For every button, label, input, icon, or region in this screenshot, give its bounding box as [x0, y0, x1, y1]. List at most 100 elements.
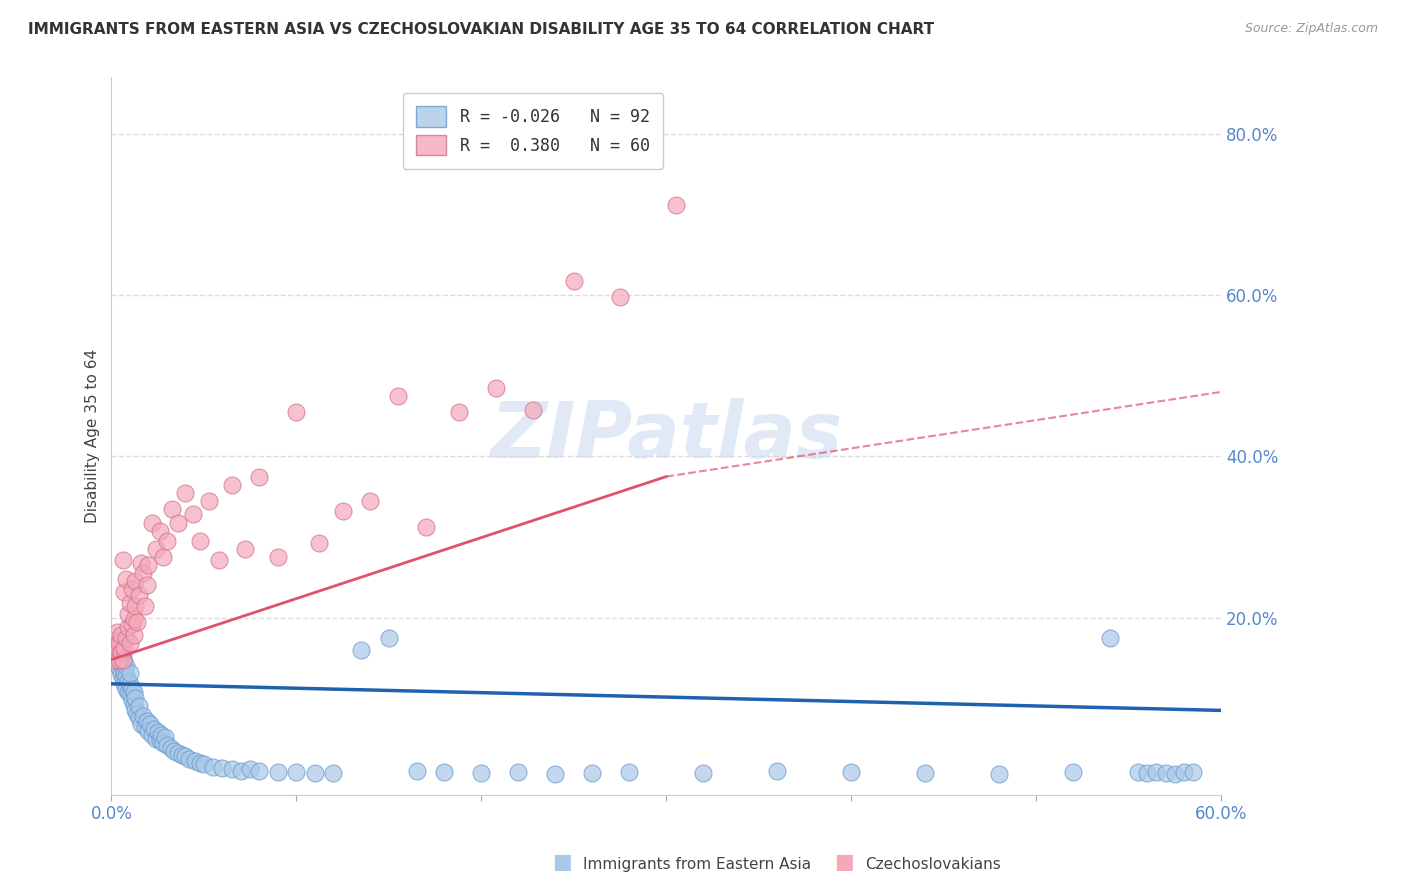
Point — [167, 516, 190, 530]
Point — [112, 677, 135, 691]
Point — [112, 665, 135, 680]
Point — [104, 652, 127, 666]
Point — [839, 765, 862, 780]
Point — [122, 628, 145, 642]
Point — [449, 405, 471, 419]
Point — [105, 657, 128, 672]
Point — [152, 736, 174, 750]
Point — [322, 766, 344, 780]
Point — [105, 641, 128, 656]
Point — [156, 738, 179, 752]
Point — [122, 698, 145, 712]
Point — [118, 687, 141, 701]
Point — [193, 757, 215, 772]
Point — [112, 641, 135, 656]
Point — [914, 766, 936, 780]
Point — [124, 599, 146, 613]
Point — [124, 574, 146, 589]
Point — [188, 756, 211, 770]
Y-axis label: Disability Age 35 to 64: Disability Age 35 to 64 — [86, 349, 100, 524]
Point — [350, 643, 373, 657]
Point — [247, 764, 270, 778]
Point — [132, 566, 155, 581]
Point — [146, 725, 169, 739]
Point — [619, 765, 641, 780]
Point — [111, 552, 134, 566]
Point — [117, 685, 139, 699]
Point — [221, 477, 243, 491]
Point — [111, 649, 134, 664]
Point — [104, 652, 127, 666]
Point — [112, 655, 135, 669]
Point — [170, 747, 193, 762]
Point — [332, 504, 354, 518]
Point — [111, 652, 134, 666]
Point — [229, 764, 252, 778]
Point — [581, 766, 603, 780]
Point — [115, 669, 138, 683]
Point — [415, 520, 437, 534]
Text: Czechoslovakians: Czechoslovakians — [865, 857, 1001, 872]
Point — [108, 647, 131, 661]
Point — [233, 542, 256, 557]
Point — [134, 599, 156, 613]
Point — [121, 582, 143, 597]
Point — [118, 665, 141, 680]
Point — [247, 469, 270, 483]
Point — [110, 644, 132, 658]
Point — [148, 733, 170, 747]
Point — [128, 711, 150, 725]
Point — [433, 765, 456, 780]
Point — [138, 558, 160, 573]
Point — [118, 596, 141, 610]
Point — [308, 536, 330, 550]
Point — [121, 693, 143, 707]
Point — [692, 766, 714, 780]
Point — [202, 760, 225, 774]
Point — [127, 615, 149, 629]
Point — [103, 647, 125, 661]
Point — [139, 717, 162, 731]
Point — [387, 389, 409, 403]
Point — [609, 290, 631, 304]
Point — [156, 534, 179, 549]
Point — [159, 741, 181, 756]
Point — [174, 485, 197, 500]
Point — [211, 761, 233, 775]
Point — [208, 552, 231, 566]
Point — [221, 762, 243, 776]
Point — [122, 685, 145, 699]
Point — [129, 717, 152, 731]
Point — [104, 641, 127, 656]
Point — [198, 493, 221, 508]
Point — [118, 636, 141, 650]
Text: ■: ■ — [834, 853, 853, 872]
Point — [267, 765, 290, 780]
Text: Source: ZipAtlas.com: Source: ZipAtlas.com — [1244, 22, 1378, 36]
Point — [162, 501, 184, 516]
Point — [105, 625, 128, 640]
Point — [121, 681, 143, 696]
Point — [128, 699, 150, 714]
Point — [177, 752, 200, 766]
Point — [115, 681, 138, 696]
Point — [118, 677, 141, 691]
Point — [135, 714, 157, 728]
Point — [110, 667, 132, 681]
Point — [174, 749, 197, 764]
Point — [152, 550, 174, 565]
Point — [1144, 765, 1167, 780]
Point — [1182, 765, 1205, 780]
Point — [122, 612, 145, 626]
Point — [145, 731, 167, 746]
Point — [562, 274, 585, 288]
Point — [378, 631, 401, 645]
Point — [1099, 631, 1122, 645]
Point — [117, 620, 139, 634]
Point — [124, 703, 146, 717]
Point — [105, 649, 128, 664]
Point — [766, 764, 789, 778]
Point — [135, 578, 157, 592]
Point — [110, 652, 132, 666]
Point — [485, 381, 508, 395]
